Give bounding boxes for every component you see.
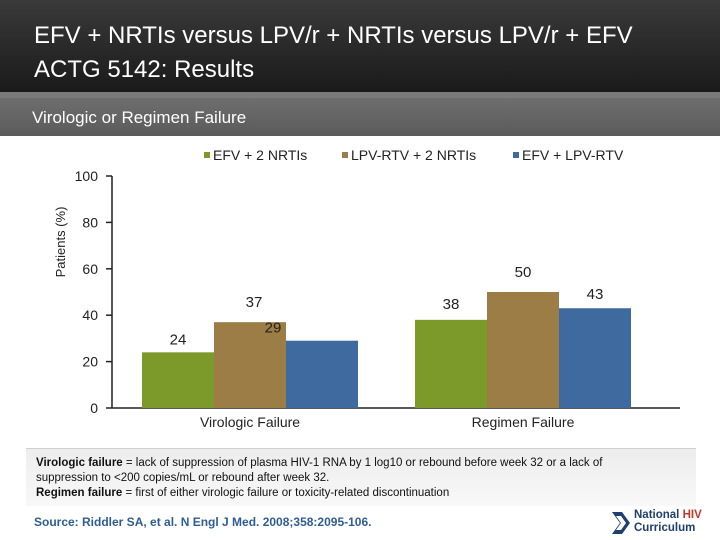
data-label: 50 <box>515 264 532 281</box>
regimen-definition-line: Regimen failure = first of either virolo… <box>36 486 686 501</box>
bar <box>415 319 487 408</box>
slide-title-line1: EFV + NRTIs versus LPV/r + NRTIs versus … <box>34 22 633 49</box>
x-category-label: Virologic Failure <box>200 414 300 430</box>
legend-swatch <box>513 152 519 158</box>
legend-label: EFV + LPV-RTV <box>522 147 624 163</box>
regimen-definition-text: = first of either virologic failure or t… <box>122 487 450 499</box>
logo-word-curriculum: Curriculum <box>634 522 696 534</box>
subheader-bar: Virologic or Regimen Failure <box>0 98 720 136</box>
header-divider <box>0 92 720 98</box>
data-label: 29 <box>265 320 282 337</box>
bar <box>214 322 286 408</box>
data-label: 24 <box>170 331 187 348</box>
logo-word-hiv: HIV <box>682 509 702 521</box>
virologic-definition-line1: Virologic failure = lack of suppression … <box>36 456 686 471</box>
slide-header: EFV + NRTIs versus LPV/r + NRTIs versus … <box>0 0 720 92</box>
national-hiv-curriculum-logo: National HIV Curriculum <box>608 508 718 538</box>
y-axis-label: Patients (%) <box>53 207 68 278</box>
source-citation: Source: Riddler SA, et al. N Engl J Med.… <box>34 515 372 529</box>
y-tick-label: 60 <box>82 261 98 277</box>
definitions-footnote: Virologic failure = lack of suppression … <box>26 448 696 506</box>
x-category-label: Regimen Failure <box>472 414 575 430</box>
data-label: 38 <box>443 296 460 313</box>
bar <box>487 292 559 408</box>
y-tick-label: 40 <box>82 307 98 323</box>
data-label: 43 <box>587 286 604 303</box>
bar-chart: EFV + 2 NRTIs LPV-RTV + 2 NRTIs EFV + LPV-… <box>53 147 680 430</box>
subheader-title: Virologic or Regimen Failure <box>32 108 247 127</box>
virologic-definition-line2: suppression to <200 copies/mL or rebound… <box>36 472 330 484</box>
regimen-term: Regimen failure <box>36 487 123 499</box>
legend-label: EFV + 2 NRTIs <box>213 147 307 163</box>
slide-title-line2: ACTG 5142: Results <box>34 56 255 83</box>
legend-swatch <box>342 152 348 158</box>
logo-mark-icon <box>612 512 630 534</box>
legend-swatch <box>204 152 210 158</box>
bar <box>559 308 631 408</box>
logo-text: National HIV Curriculum <box>634 509 702 535</box>
y-tick-label: 80 <box>82 214 98 230</box>
virologic-definition-text: = lack of suppression of plasma HIV-1 RN… <box>122 457 603 469</box>
y-tick-label: 100 <box>75 168 99 184</box>
logo-word-national: National <box>634 509 683 521</box>
bar <box>142 352 214 408</box>
data-label: 37 <box>246 294 263 311</box>
bar <box>286 340 358 408</box>
y-tick-label: 0 <box>90 400 98 416</box>
y-tick-label: 20 <box>82 354 98 370</box>
virologic-term: Virologic failure <box>36 457 123 469</box>
legend-label: LPV-RTV + 2 NRTIs <box>351 147 476 163</box>
